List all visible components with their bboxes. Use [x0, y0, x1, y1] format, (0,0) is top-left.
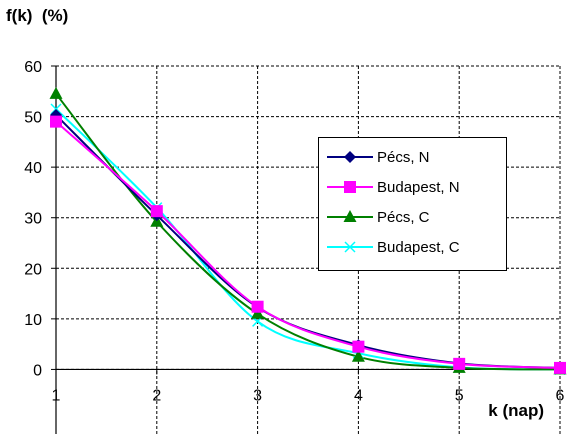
data-point-s2-3 [351, 349, 365, 362]
y-axis-label: f(k) (%) [6, 6, 69, 25]
y-tick-label-3: 30 [24, 211, 42, 228]
data-point-s2-0 [49, 86, 63, 99]
legend-label: Pécs, N [377, 149, 430, 166]
data-point-s1-4 [453, 357, 466, 370]
data-point-s3-0 [50, 103, 62, 115]
x-tick-label-2: 3 [253, 387, 262, 404]
legend-marker [344, 151, 356, 163]
x-axis-label: k (nap) [488, 401, 544, 420]
x-axis-label-background [485, 400, 547, 421]
y-tick-label-5: 50 [24, 110, 42, 127]
y-tick-label-4: 40 [24, 160, 42, 177]
x-tick-label-3: 4 [354, 387, 363, 404]
legend-swatch [327, 181, 373, 193]
data-point-s1-2 [251, 300, 264, 313]
x-tick-label-4: 5 [455, 387, 464, 404]
legend-item: Pécs, C [325, 206, 505, 228]
legend-label: Budapest, C [377, 239, 460, 256]
legend-item: Budapest, C [325, 236, 505, 258]
y-tick-label-1: 10 [24, 312, 42, 329]
data-point-s1-1 [150, 205, 163, 218]
legend-item: Budapest, N [325, 176, 505, 198]
x-tick-label-1: 2 [152, 387, 161, 404]
legend-swatch [327, 241, 373, 253]
y-tick-label-6: 60 [24, 59, 42, 76]
legend-label: Pécs, C [377, 209, 430, 226]
legend-label: Budapest, N [377, 179, 460, 196]
x-tick-label-5: 6 [556, 387, 565, 404]
data-point-s1-5 [554, 361, 566, 374]
legend-swatch [327, 210, 373, 222]
data-point-s1-0 [50, 115, 62, 128]
legend: Pécs, N Budapest, N Pécs, C Budapest, C [318, 137, 507, 271]
legend-marker [343, 210, 357, 222]
series-line-2 [55, 93, 561, 371]
legend-marker [344, 181, 356, 193]
y-tick-label-2: 20 [24, 261, 42, 278]
legend-item: Pécs, N [325, 146, 505, 168]
legend-swatch [327, 151, 373, 163]
y-tick-label-0: 0 [33, 362, 42, 379]
legend-marker [344, 241, 356, 253]
x-tick-label-0: 1 [52, 387, 61, 404]
series-line-1 [55, 120, 561, 369]
data-point-s1-3 [352, 340, 365, 353]
